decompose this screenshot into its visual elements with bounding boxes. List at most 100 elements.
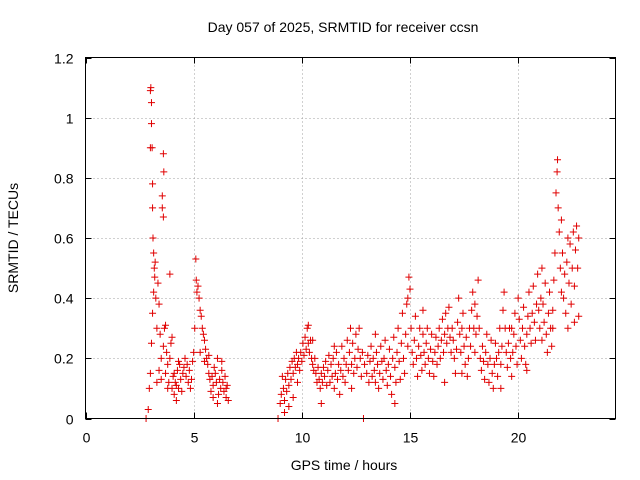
data-point — [495, 348, 503, 356]
data-point — [390, 333, 398, 341]
data-point — [570, 282, 578, 290]
data-point — [417, 351, 425, 359]
data-point — [194, 282, 202, 290]
data-point — [489, 384, 497, 392]
data-point — [420, 348, 428, 356]
data-point — [402, 330, 410, 338]
data-point — [377, 342, 385, 350]
data-point — [530, 318, 538, 326]
data-point — [155, 300, 163, 308]
data-point — [391, 363, 399, 371]
data-point — [325, 351, 333, 359]
x-tick-label: 15 — [403, 430, 419, 446]
data-point — [564, 234, 572, 242]
data-point — [338, 342, 346, 350]
data-point — [146, 369, 154, 377]
data-point — [149, 309, 157, 317]
data-point — [168, 333, 176, 341]
data-point — [559, 249, 566, 257]
data-point — [509, 348, 517, 356]
data-point — [204, 360, 212, 368]
data-point — [438, 315, 446, 323]
data-point — [563, 258, 571, 266]
data-point — [500, 288, 508, 296]
data-point — [508, 372, 516, 380]
data-point — [162, 321, 170, 329]
data-point — [523, 366, 531, 374]
data-point — [476, 354, 484, 362]
data-point — [442, 309, 450, 317]
data-point — [535, 306, 543, 314]
data-point — [480, 357, 488, 365]
data-point — [199, 330, 207, 338]
data-point — [508, 324, 516, 332]
data-point — [372, 348, 380, 356]
y-tick-label: 0.6 — [54, 231, 74, 247]
data-point — [332, 348, 340, 356]
data-point — [172, 381, 180, 389]
data-point — [158, 204, 166, 212]
data-point — [541, 279, 549, 287]
data-point — [430, 372, 438, 380]
data-point — [511, 309, 519, 317]
y-tick-label: 0 — [66, 412, 74, 428]
data-point — [478, 342, 486, 350]
data-point — [472, 330, 480, 338]
data-point — [507, 354, 515, 362]
data-point — [200, 336, 208, 344]
data-point — [317, 399, 325, 407]
data-point — [450, 354, 458, 362]
data-point — [484, 360, 492, 368]
data-point — [512, 342, 520, 350]
data-point — [287, 375, 295, 383]
data-point — [368, 372, 376, 380]
data-point — [468, 306, 476, 314]
data-point — [348, 360, 356, 368]
data-point — [574, 264, 582, 272]
data-point — [557, 288, 565, 296]
data-point — [555, 228, 563, 236]
data-point — [210, 363, 218, 371]
data-point — [564, 324, 572, 332]
data-point — [556, 264, 564, 272]
data-point — [330, 384, 338, 392]
data-point — [289, 369, 297, 377]
data-point — [524, 312, 532, 320]
data-point — [473, 312, 481, 320]
data-point — [448, 324, 456, 332]
data-point — [166, 270, 174, 278]
data-point — [277, 390, 285, 398]
data-point — [357, 372, 365, 380]
data-point — [224, 396, 232, 404]
data-point — [160, 324, 168, 332]
data-point — [389, 354, 397, 362]
data-point — [531, 336, 539, 344]
data-point — [401, 369, 409, 377]
y-tick-label: 0.2 — [54, 351, 74, 367]
data-point — [176, 360, 184, 368]
data-point — [164, 360, 172, 368]
data-point — [518, 324, 526, 332]
data-point — [163, 348, 171, 356]
data-point — [213, 354, 221, 362]
data-point — [407, 324, 415, 332]
data-point — [329, 354, 337, 362]
data-point — [522, 360, 530, 368]
data-point — [553, 168, 561, 176]
data-point — [561, 270, 569, 278]
data-point — [471, 300, 479, 308]
data-point — [374, 360, 382, 368]
data-point — [573, 222, 581, 230]
data-point — [159, 150, 167, 158]
data-point — [503, 363, 511, 371]
data-point — [554, 156, 562, 164]
data-point — [456, 330, 464, 338]
data-point — [571, 246, 579, 254]
data-point — [433, 360, 441, 368]
data-point — [404, 294, 412, 302]
data-point — [354, 345, 362, 353]
data-point — [537, 294, 545, 302]
data-point — [474, 276, 482, 284]
data-point — [177, 375, 185, 383]
data-point — [162, 369, 170, 377]
